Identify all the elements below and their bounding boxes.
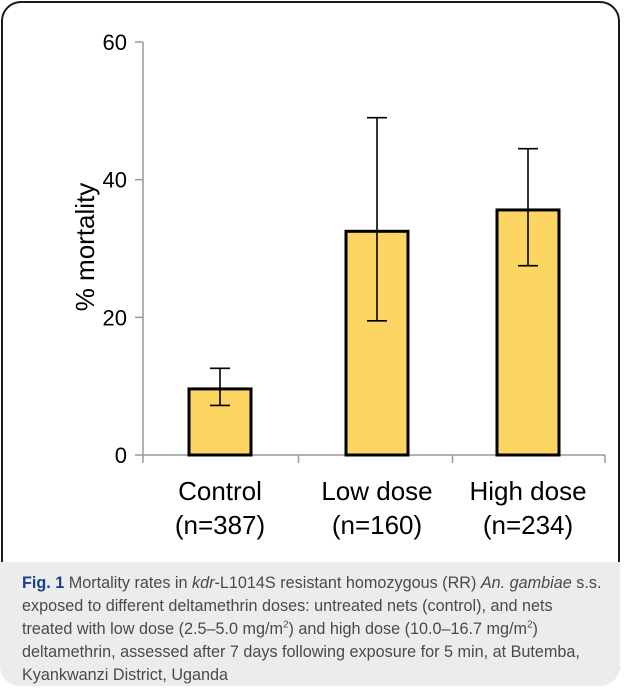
category-count-0: (n=387) [175,510,265,540]
caption-kdr: kdr [192,574,215,592]
labels: 0 20 40 60 Control (n=387) Low dose (n=160) High… [103,30,587,540]
caption-sup-2: 2 [526,619,533,631]
caption-gambiae: gambiae [509,574,572,592]
category-count-1: (n=160) [332,510,422,540]
figure-caption: Fig. 1 Mortality rates in kdr-L1014S res… [0,562,620,686]
bars [187,208,561,457]
category-label-0: Control [178,476,262,506]
error-bars [210,116,538,407]
category-count-2: (n=234) [483,510,573,540]
caption-text-3: s.s. exposed to different deltamethrin d… [22,574,602,638]
caption-text-1: Mortality rates in [64,574,193,592]
category-label-1: Low dose [321,476,432,506]
caption-an: An. [480,574,506,592]
caption-text-5: ) deltamethrin, assessed after 7 days fo… [22,620,580,684]
caption-sup-1: 2 [282,619,289,631]
caption-text-4: ) and high dose (10.0–16.7 mg/m [288,620,527,638]
bar-1 [344,229,410,457]
y-tick-label-3: 60 [103,30,127,55]
y-axis-title: % mortality [70,183,100,312]
category-label-2: High dose [469,476,586,506]
caption-lead: Fig. 1 [22,574,65,592]
y-tick-label-2: 40 [103,168,127,193]
caption-text-2: -L1014S resistant homozygous (RR) [214,574,481,592]
bar-chart: 0 20 40 60 Control (n=387) Low dose (n=160) High… [70,30,606,540]
y-tick-label-0: 0 [115,443,127,468]
y-tick-label-1: 20 [103,305,127,330]
